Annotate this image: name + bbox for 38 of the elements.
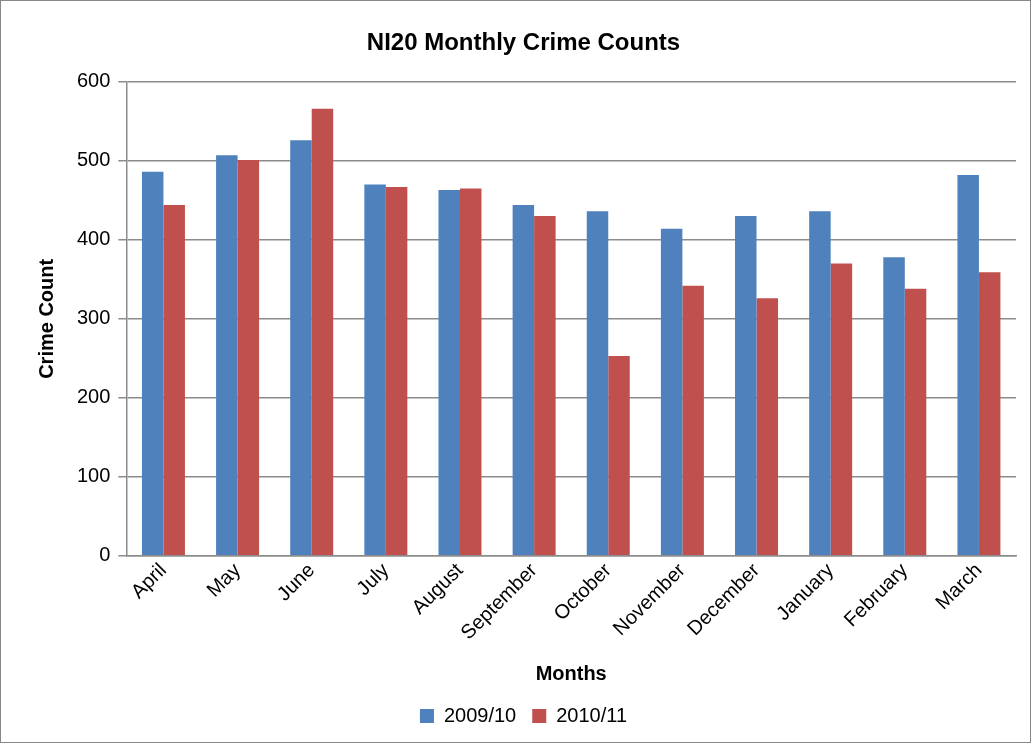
bar bbox=[534, 216, 556, 556]
bar bbox=[512, 205, 535, 556]
bar bbox=[459, 188, 482, 556]
bar bbox=[660, 228, 683, 556]
bar bbox=[883, 257, 905, 556]
bar bbox=[237, 160, 260, 556]
bar bbox=[809, 211, 831, 556]
bar bbox=[830, 263, 853, 556]
bar bbox=[216, 155, 238, 556]
bar bbox=[586, 211, 609, 556]
y-tick-label: 100 bbox=[76, 464, 111, 487]
y-axis-title: Crime Count bbox=[34, 258, 57, 379]
y-tick-label: 0 bbox=[99, 543, 111, 566]
y-tick-label: 300 bbox=[76, 306, 111, 329]
y-tick-label: 200 bbox=[76, 385, 111, 408]
bar bbox=[163, 205, 185, 556]
chart-title: NI20 Monthly Crime Counts bbox=[366, 28, 681, 56]
bar bbox=[141, 171, 164, 556]
bar bbox=[735, 216, 757, 556]
y-tick-label: 400 bbox=[76, 227, 111, 250]
legend-label: 2010/11 bbox=[556, 703, 628, 726]
bar bbox=[438, 190, 460, 556]
x-tick-label: July bbox=[351, 558, 393, 600]
bar bbox=[311, 108, 334, 556]
bar bbox=[978, 272, 1001, 556]
x-tick-label: May bbox=[202, 558, 245, 601]
legend-label: 2009/10 bbox=[443, 703, 517, 726]
bar bbox=[904, 288, 927, 556]
bar bbox=[364, 184, 386, 556]
bar bbox=[290, 140, 312, 556]
bar bbox=[608, 355, 630, 556]
bar bbox=[957, 175, 979, 556]
y-tick-label: 500 bbox=[76, 148, 111, 171]
bar bbox=[756, 298, 779, 556]
bar bbox=[385, 186, 408, 556]
bar bbox=[682, 285, 704, 556]
y-tick-label: 600 bbox=[76, 69, 111, 92]
x-axis-title: Months bbox=[535, 661, 607, 684]
